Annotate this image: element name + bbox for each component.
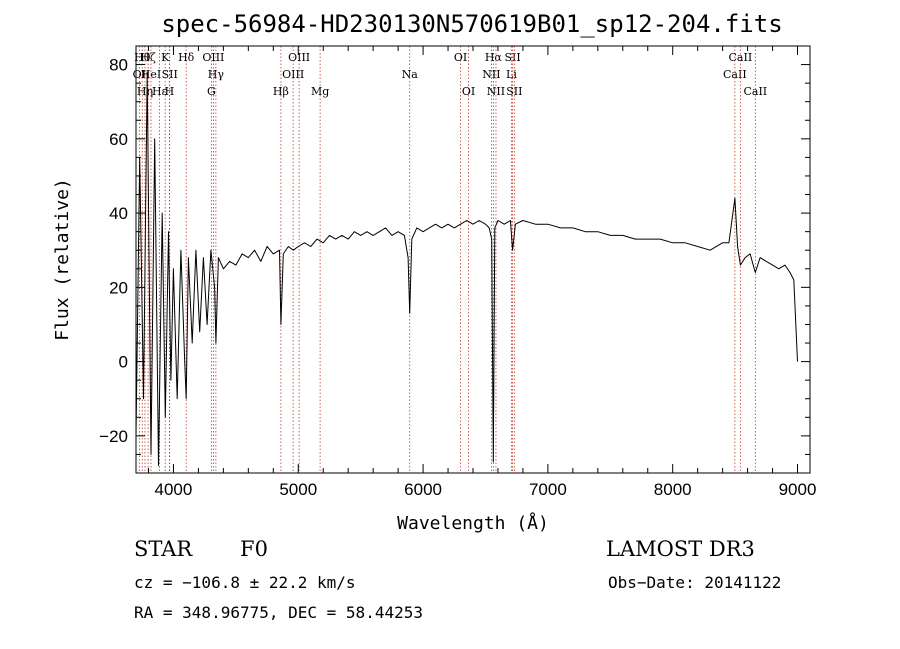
x-tick-label: 7000 [529, 480, 567, 499]
spectral-line-label: K [161, 51, 170, 64]
spectral-line-label: NII [482, 68, 500, 81]
spectral-line-label: Hα [485, 51, 503, 64]
spectral-line-label: HeI [141, 68, 161, 81]
spectral-line-label: Hη [137, 85, 153, 98]
y-axis-label: Flux (relative) [52, 178, 73, 341]
spectral-line-label: H [165, 85, 175, 98]
spectral-line-label: G [207, 85, 216, 98]
spectral-line-label: Na [402, 68, 419, 81]
spectral-line-label: SII [504, 51, 520, 64]
y-tick-label: 0 [119, 353, 128, 372]
x-tick-label: 4000 [155, 480, 193, 499]
spectral-line-label: Li [506, 68, 517, 81]
y-tick-label: 80 [109, 56, 128, 75]
y-tick-label: 20 [109, 278, 128, 297]
spectral-line-label: Hβ [273, 85, 289, 98]
spectral-line-label: OIII [202, 51, 224, 64]
spectral-lines: OI Hθ Hη Hζ HeI Hε K SII H Hδ OIII Hγ G Hβ OIII OIII Mg N… [133, 46, 767, 473]
spectrum-series [135, 71, 798, 467]
x-tick-label: 6000 [404, 480, 442, 499]
spectral-line-label: OI [462, 85, 475, 98]
y-tick-label: −20 [99, 427, 128, 446]
object-class: STAR [134, 537, 193, 561]
x-tick-label: 5000 [279, 480, 317, 499]
plot-frame [135, 45, 811, 474]
survey-name: LAMOST DR3 [606, 537, 755, 561]
obs-date: Obs−Date: 20141122 [608, 573, 782, 592]
spectral-line-label: OIII [288, 51, 310, 64]
y-tick-label: 40 [109, 204, 128, 223]
spectral-line-label: Mg [311, 85, 329, 98]
spectral-line-label: CaII [729, 51, 753, 64]
x-tick-label: 9000 [779, 480, 817, 499]
spectral-line-label: Hζ [140, 51, 156, 64]
x-axis-label: Wavelength (Å) [397, 512, 549, 534]
axis-ticks: 4000 5000 6000 7000 8000 9000 −20 0 20 40 60 80 [99, 45, 817, 499]
chart-title: spec-56984-HD230130N570619B01_sp12-204.f… [161, 10, 782, 38]
y-tick-label: 60 [109, 130, 128, 149]
spectral-line-label: Hδ [178, 51, 195, 64]
redshift-readout: cz = −106.8 ± 22.2 km/s [134, 573, 356, 592]
spectral-line-label: OI [454, 51, 467, 64]
spectral-line-label: OIII [282, 68, 304, 81]
spectrum-line [135, 71, 798, 467]
coordinates-readout: RA = 348.96775, DEC = 58.44253 [134, 603, 423, 622]
spectral-line-label: CaII [723, 68, 747, 81]
spectral-line-label: Hγ [208, 68, 225, 81]
object-subclass: F0 [240, 537, 268, 561]
x-tick-label: 8000 [654, 480, 692, 499]
spectral-line-label: Hε [152, 85, 168, 98]
spectral-line-label: Hθ [134, 51, 151, 64]
spectral-line-label: CaII [743, 85, 767, 98]
spectral-line-label: SII [506, 85, 522, 98]
spectral-line-label: NII [487, 85, 505, 98]
